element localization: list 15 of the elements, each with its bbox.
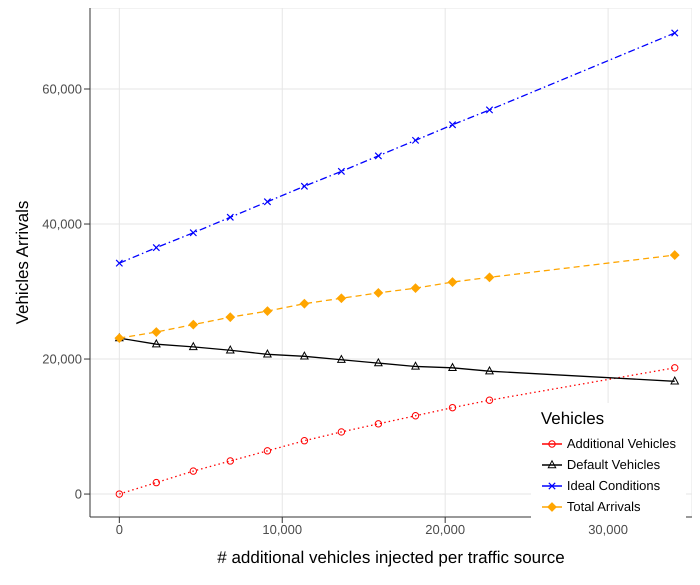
y-tick-label: 40,000 [42,216,82,232]
y-axis-title: Vehicles Arrivals [13,200,32,324]
x-tick-label: 0 [116,522,123,538]
y-tick-label: 20,000 [42,352,82,367]
y-tick-label: 60,000 [42,82,82,97]
x-tick-label: 10,000 [262,522,302,538]
legend-label: Ideal Conditions [566,477,662,495]
legend-label: Total Arrivals [566,498,642,516]
y-tick-label: 0 [74,486,82,502]
x-axis-title: # additional vehicles injected per traffic source [217,548,565,567]
legend-title: Vehicles [540,409,606,429]
legend-label: Additional Vehicles [566,435,676,453]
x-tick-label: 20,000 [425,522,466,538]
legend-label: Default Vehicles [566,456,662,474]
x-tick-label: 30,000 [588,522,628,538]
